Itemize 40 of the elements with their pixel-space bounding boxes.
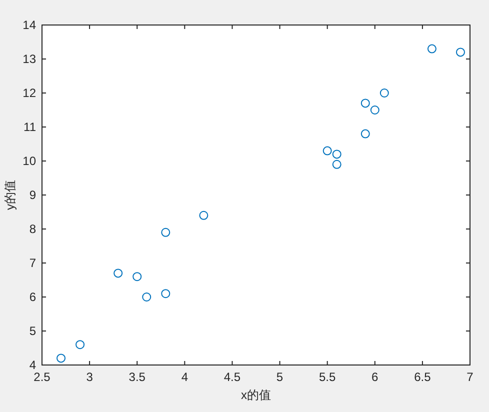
point <box>132 272 142 282</box>
y-tick-label: 12 <box>22 86 36 100</box>
y-tick-label: 11 <box>24 120 36 134</box>
x-tick-label: 7 <box>466 370 474 384</box>
y-tick-label: 6 <box>29 290 36 304</box>
x-tick-label: 5.5 <box>318 370 336 384</box>
x-tick-label: 6 <box>372 370 379 384</box>
y-tick-label: 14 <box>22 18 36 32</box>
x-tick-label: 4 <box>181 370 188 384</box>
x-tick-label: 3.5 <box>128 370 146 384</box>
point <box>332 160 342 169</box>
y-tick-label: 10 <box>22 154 36 168</box>
point <box>161 289 170 298</box>
point <box>427 44 436 54</box>
x-tick-label: 4.5 <box>224 370 241 384</box>
y-tick-label: 9 <box>29 188 36 202</box>
y-axis-title: y的值 <box>3 180 17 210</box>
point <box>332 150 342 159</box>
point <box>380 88 389 98</box>
x-tick-label: 5 <box>276 370 284 384</box>
point <box>370 106 380 114</box>
point <box>142 292 152 302</box>
x-tick-label: 6.5 <box>414 370 432 384</box>
point <box>456 48 465 57</box>
point <box>76 340 85 350</box>
y-tick-label: 8 <box>29 222 36 236</box>
y-tick-label: 13 <box>22 52 36 66</box>
y-tick-label: 5 <box>29 324 36 338</box>
point <box>322 146 332 156</box>
x-tick-label: 3 <box>86 370 94 384</box>
x-axis-title: x的值 <box>241 388 271 402</box>
point <box>161 228 170 237</box>
point <box>56 354 66 363</box>
point <box>360 98 370 108</box>
y-tick-label: 4 <box>29 358 36 372</box>
point <box>114 268 123 278</box>
x-tick-label: 2.5 <box>34 370 51 384</box>
point <box>360 129 370 138</box>
y-tick-label: 7 <box>29 256 36 270</box>
point <box>199 210 208 220</box>
